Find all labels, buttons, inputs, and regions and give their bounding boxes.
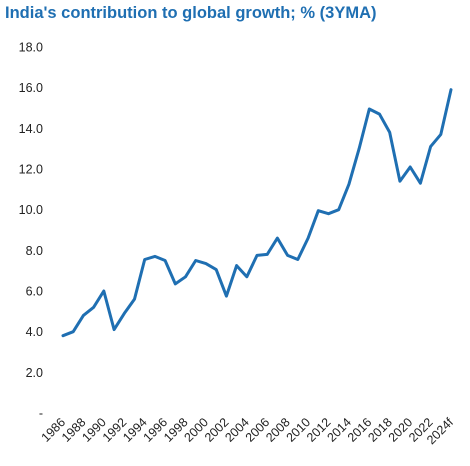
y-tick-label: 4.0 xyxy=(26,325,43,339)
x-axis-ticks: 1986198819901992199419961998200020022004… xyxy=(39,415,457,447)
data-point xyxy=(225,295,227,297)
data-point xyxy=(256,254,258,256)
y-tick-label: 14.0 xyxy=(19,122,43,136)
data-point xyxy=(307,237,309,239)
data-point xyxy=(236,265,238,267)
data-point xyxy=(123,312,125,314)
data-point xyxy=(113,329,115,331)
data-point xyxy=(205,263,207,265)
data-point xyxy=(103,290,105,292)
series-group xyxy=(61,88,453,338)
data-point xyxy=(368,108,370,110)
data-point xyxy=(419,182,421,184)
y-tick-label: 8.0 xyxy=(26,244,43,258)
data-point xyxy=(409,166,411,168)
data-point xyxy=(317,210,319,212)
data-point xyxy=(287,254,289,256)
y-axis-ticks: 18.0 16.0 14.0 12.0 10.0 8.0 6.0 4.0 2.0 - xyxy=(19,41,43,421)
y-tick-label: 18.0 xyxy=(19,41,43,55)
data-point xyxy=(389,131,391,133)
y-tick-label: - xyxy=(39,407,43,421)
data-point xyxy=(133,298,135,300)
data-point xyxy=(276,237,278,239)
data-point xyxy=(93,306,95,308)
y-tick-label: 2.0 xyxy=(26,366,43,380)
data-point xyxy=(246,276,248,278)
data-point xyxy=(440,133,442,135)
data-point xyxy=(358,148,360,150)
series-line-0 xyxy=(61,88,453,338)
data-point xyxy=(215,269,217,271)
data-point xyxy=(379,113,381,115)
y-tick-label: 12.0 xyxy=(19,163,43,177)
data-point xyxy=(174,283,176,285)
data-point xyxy=(430,146,432,148)
data-point xyxy=(195,260,197,261)
data-point xyxy=(144,258,146,260)
data-point xyxy=(297,258,299,260)
y-tick-label: 10.0 xyxy=(19,203,43,217)
data-point xyxy=(450,89,452,91)
data-point xyxy=(338,209,340,211)
y-tick-label: 6.0 xyxy=(26,285,43,299)
y-tick-label: 16.0 xyxy=(19,81,43,95)
chart-title: India's contribution to global growth; %… xyxy=(5,4,377,22)
data-point xyxy=(164,260,166,261)
data-point xyxy=(154,255,156,257)
data-point xyxy=(185,276,187,278)
data-point xyxy=(72,331,74,333)
data-point xyxy=(327,213,329,215)
data-point xyxy=(399,180,401,182)
data-point xyxy=(82,314,84,316)
data-point xyxy=(266,253,268,255)
data-point xyxy=(348,183,350,185)
data-point xyxy=(62,335,64,337)
